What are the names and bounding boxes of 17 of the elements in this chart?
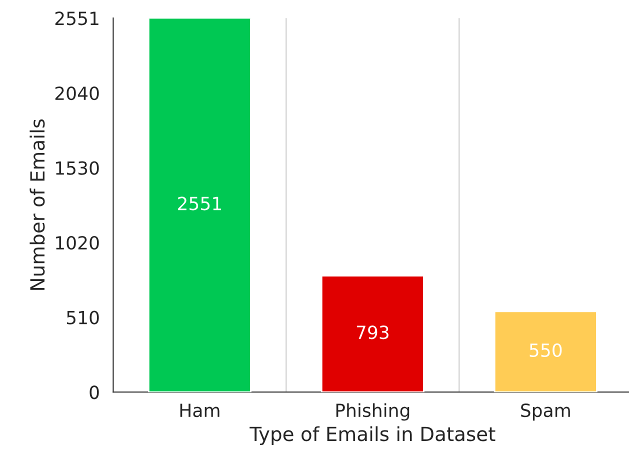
- data-label: 793: [356, 326, 388, 340]
- x-tick-label: Ham: [180, 404, 220, 418]
- bar: [494, 310, 598, 392]
- y-axis-title: Number of Emails: [30, 119, 45, 290]
- data-label: 550: [530, 343, 562, 358]
- data-label: 2551: [178, 196, 222, 210]
- y-tick-label: 2551: [55, 12, 98, 26]
- x-tick-label: Phishing: [336, 403, 410, 421]
- bar: [320, 275, 424, 392]
- y-tick-label: 1530: [56, 161, 99, 175]
- y-tick-label: 2040: [55, 86, 99, 100]
- y-tick-label: 0: [90, 386, 99, 400]
- x-axis-title: Type of Emails in Dataset: [250, 426, 496, 446]
- x-tick-label: Spam: [521, 404, 570, 421]
- bar: [148, 18, 252, 392]
- y-tick-label: 510: [66, 310, 99, 324]
- y-tick-label: 1020: [56, 236, 99, 250]
